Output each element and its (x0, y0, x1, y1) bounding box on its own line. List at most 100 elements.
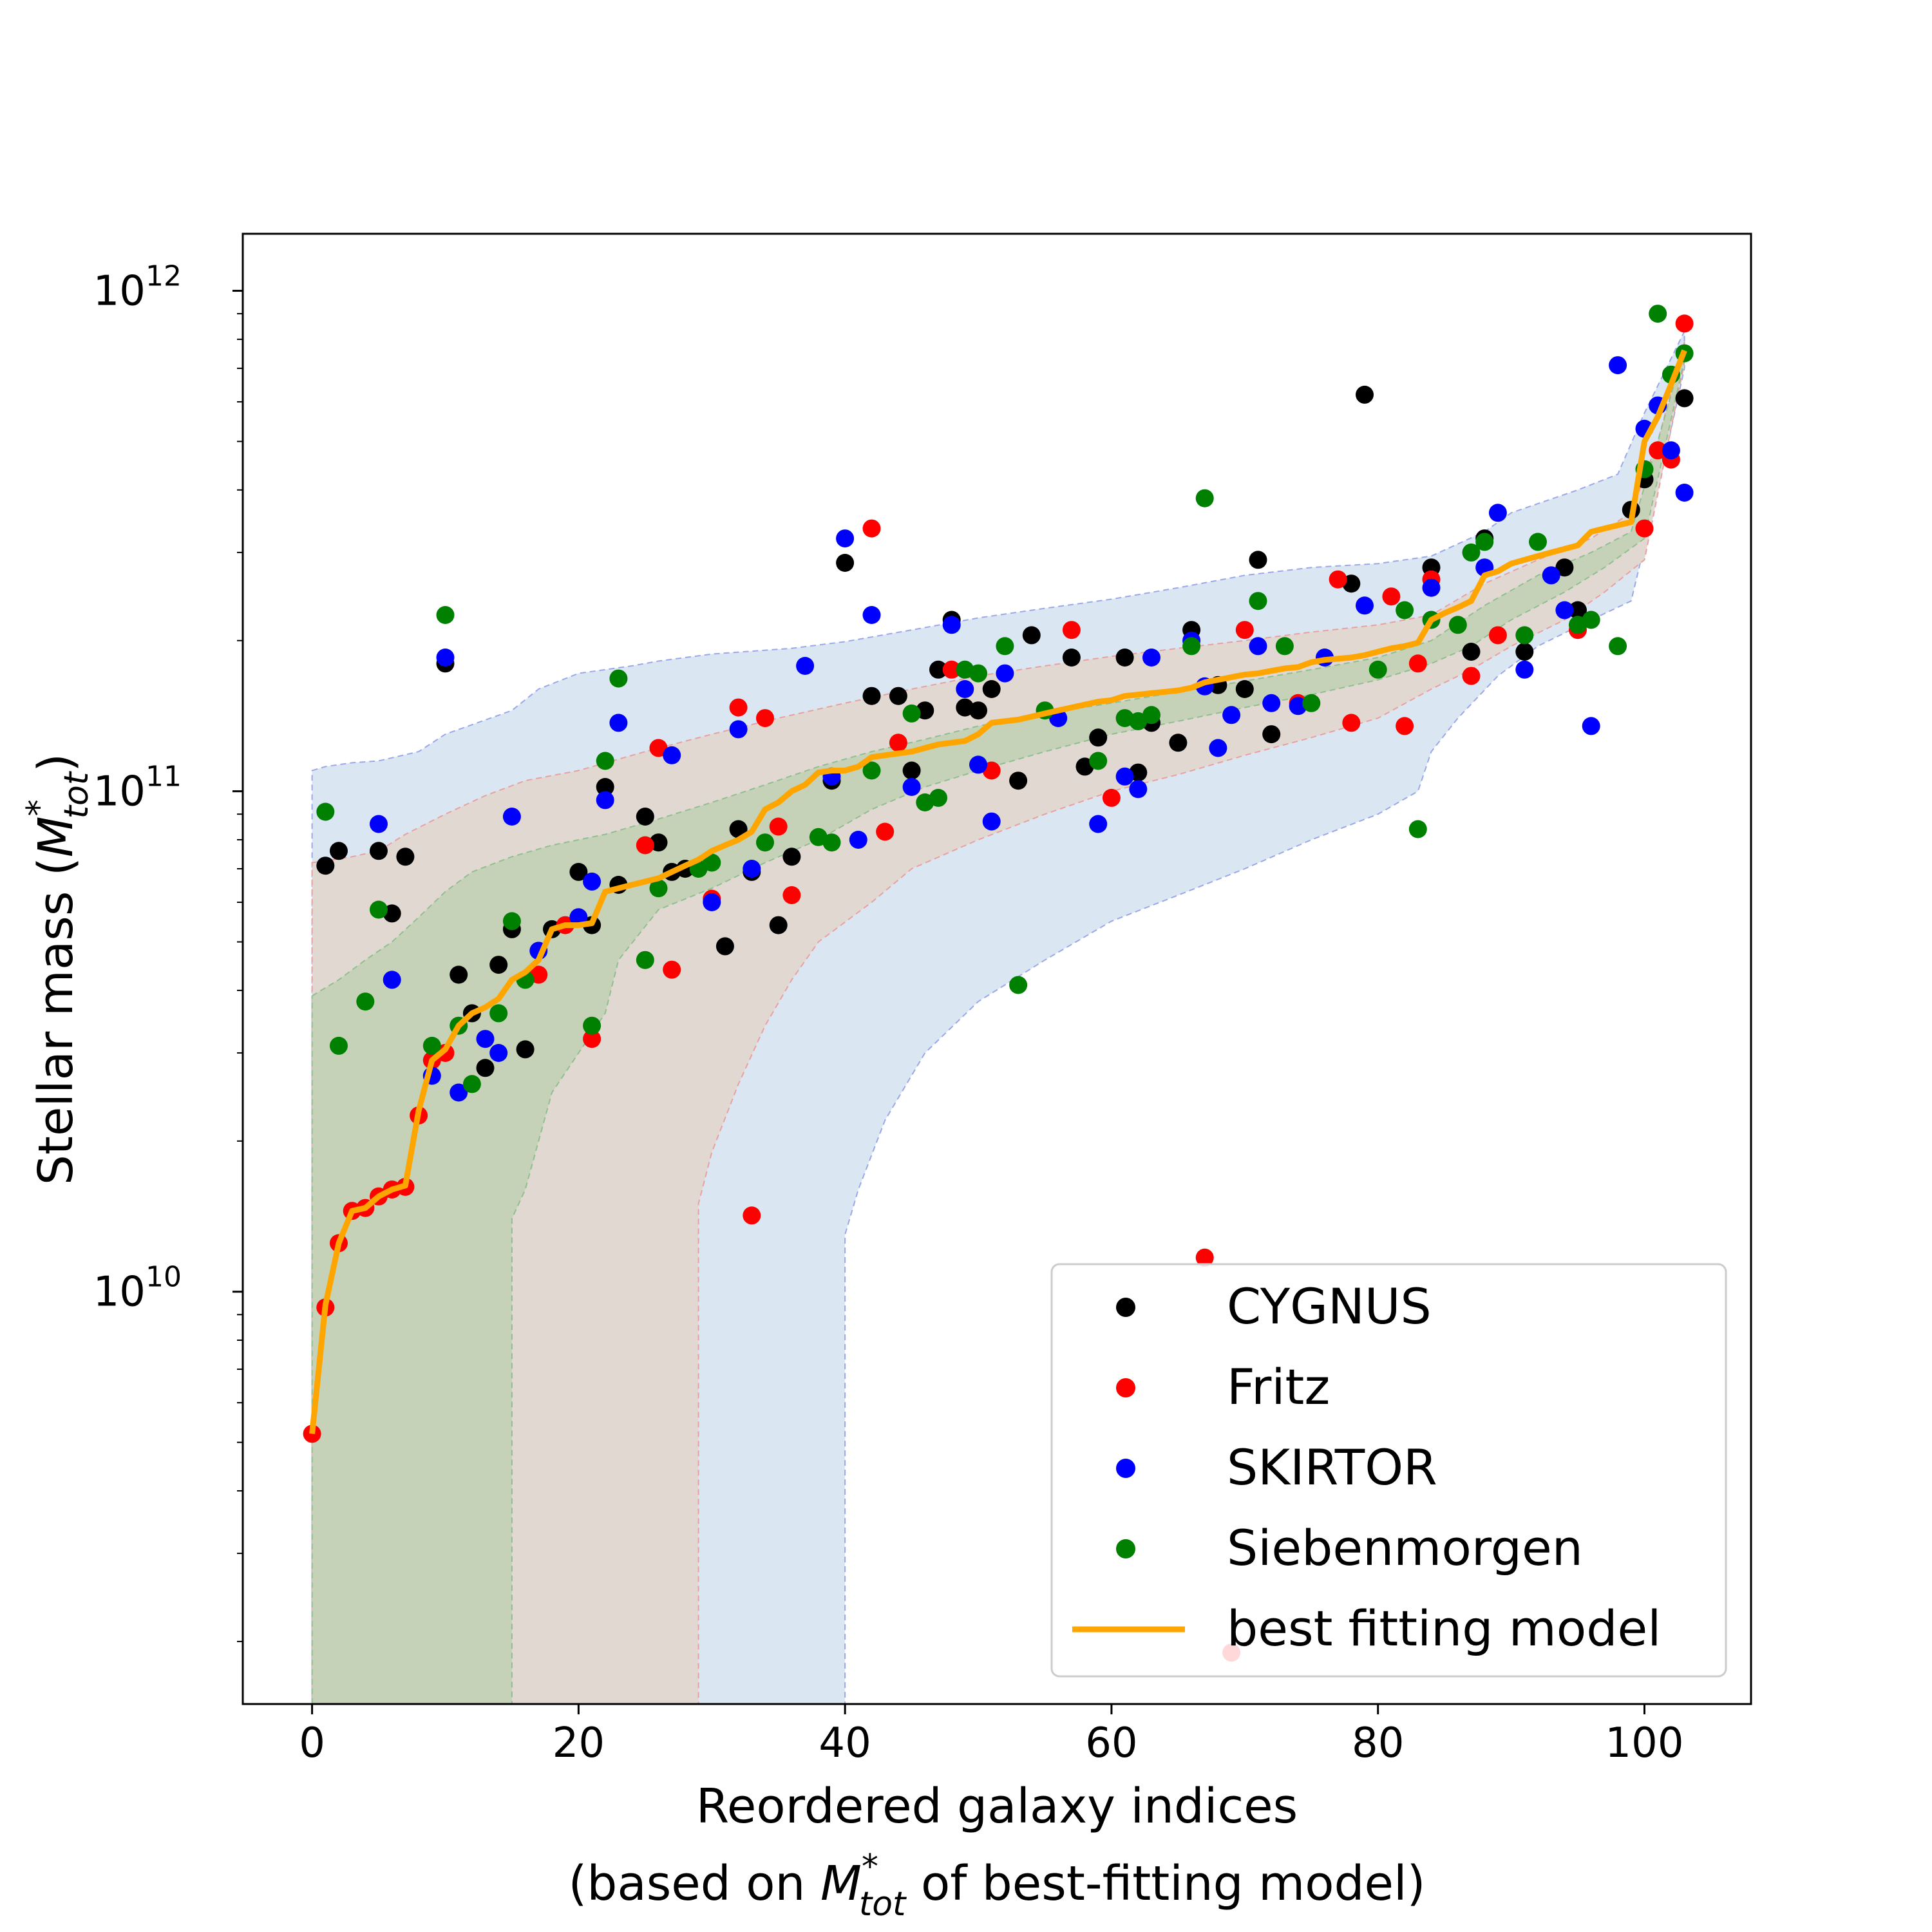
fritz-point (889, 734, 907, 752)
cygnus-point (982, 680, 1001, 698)
cygnus-point (476, 1059, 495, 1077)
cygnus-point (729, 820, 748, 838)
skirtor-point (502, 808, 521, 826)
skirtor-point (836, 529, 855, 548)
cygnus-point (782, 848, 801, 866)
skirtor-point (450, 1083, 468, 1102)
cygnus-point (862, 687, 881, 705)
cygnus-point (1249, 551, 1267, 569)
skirtor-point (849, 831, 867, 849)
skirtor-point (489, 1044, 508, 1062)
skirtor-point (942, 616, 961, 634)
legend: CYGNUS Fritz SKIRTOR Siebenmorgen best f… (1050, 1263, 1727, 1678)
x-tick-label: 20 (553, 1719, 605, 1767)
cygnus-point (636, 808, 654, 826)
siebenmorgen-point (1475, 533, 1494, 551)
skirtor-point (1542, 566, 1560, 585)
siebenmorgen-point (902, 704, 921, 723)
cygnus-point (969, 701, 987, 720)
cygnus-point (569, 862, 588, 881)
cygnus-point (1675, 389, 1694, 408)
legend-marker-fritz (1116, 1378, 1135, 1397)
fritz-point (663, 960, 681, 979)
skirtor-point (956, 680, 974, 698)
skirtor-point (1129, 780, 1148, 799)
skirtor-point (703, 893, 721, 911)
siebenmorgen-point (1448, 616, 1467, 634)
fritz-point (1649, 441, 1667, 460)
skirtor-point (982, 812, 1001, 831)
cygnus-point (889, 687, 907, 705)
y-tick-label: 1010 (93, 1261, 182, 1316)
fritz-point (729, 698, 748, 717)
cygnus-point (330, 842, 348, 860)
siebenmorgen-point (316, 802, 335, 821)
cygnus-point (929, 660, 947, 679)
cygnus-point (396, 848, 415, 866)
siebenmorgen-point (996, 637, 1014, 656)
cygnus-point (902, 761, 921, 780)
fritz-point (1342, 714, 1361, 732)
legend-marker-skirtor (1116, 1459, 1135, 1478)
siebenmorgen-point (1275, 637, 1294, 656)
legend-marker-cygnus (1116, 1298, 1135, 1317)
skirtor-point (383, 971, 401, 989)
siebenmorgen-point (1408, 820, 1427, 838)
siebenmorgen-point (929, 788, 947, 807)
x-tick-label: 80 (1352, 1719, 1404, 1767)
y-tick-label: 1012 (93, 260, 182, 316)
skirtor-point (729, 720, 748, 739)
cygnus-point (1569, 601, 1587, 620)
skirtor-point (1582, 717, 1600, 735)
skirtor-point (583, 872, 601, 891)
series-siebenmorgen (316, 305, 1694, 1094)
cygnus-point (1062, 649, 1081, 667)
cygnus-point (1022, 626, 1041, 645)
skirtor-point (1515, 660, 1534, 679)
siebenmorgen-point (489, 1004, 508, 1023)
x-tick-label: 40 (819, 1719, 871, 1767)
x-tick-label: 100 (1605, 1719, 1683, 1767)
skirtor-point (1609, 356, 1627, 375)
skirtor-point (1209, 739, 1227, 757)
skirtor-point (996, 664, 1014, 683)
siebenmorgen-point (1529, 533, 1547, 551)
fritz-point (743, 1206, 761, 1225)
skirtor-point (609, 714, 628, 732)
fritz-point (1382, 587, 1401, 606)
fritz-point (1235, 621, 1254, 639)
siebenmorgen-point (703, 853, 721, 872)
siebenmorgen-point (649, 879, 668, 898)
siebenmorgen-point (1182, 637, 1201, 656)
cygnus-point (316, 857, 335, 875)
fritz-point (583, 1030, 601, 1048)
cygnus-point (596, 778, 614, 796)
fritz-point (1329, 570, 1347, 589)
skirtor-point (1662, 441, 1680, 460)
fritz-point (649, 739, 668, 757)
siebenmorgen-point (1462, 543, 1481, 562)
siebenmorgen-point (596, 752, 614, 770)
skirtor-point (862, 606, 881, 624)
cygnus-point (769, 916, 788, 934)
siebenmorgen-point (609, 669, 628, 688)
y-axis-label: Stellar mass (M*tot) (20, 753, 96, 1185)
siebenmorgen-point (756, 833, 774, 852)
skirtor-point (1142, 649, 1160, 667)
cygnus-point (1115, 649, 1134, 667)
cygnus-point (1356, 385, 1374, 404)
fritz-point (1675, 314, 1694, 333)
skirtor-point (1488, 504, 1507, 522)
siebenmorgen-point (436, 606, 455, 624)
cygnus-point (1169, 734, 1188, 752)
siebenmorgen-point (969, 664, 987, 683)
siebenmorgen-point (1249, 592, 1267, 611)
siebenmorgen-point (1582, 611, 1600, 629)
skirtor-point (436, 649, 455, 667)
skirtor-point (1262, 694, 1281, 712)
fritz-point (1635, 519, 1654, 538)
siebenmorgen-point (1368, 660, 1387, 679)
skirtor-point (796, 657, 815, 675)
siebenmorgen-point (1515, 626, 1534, 645)
